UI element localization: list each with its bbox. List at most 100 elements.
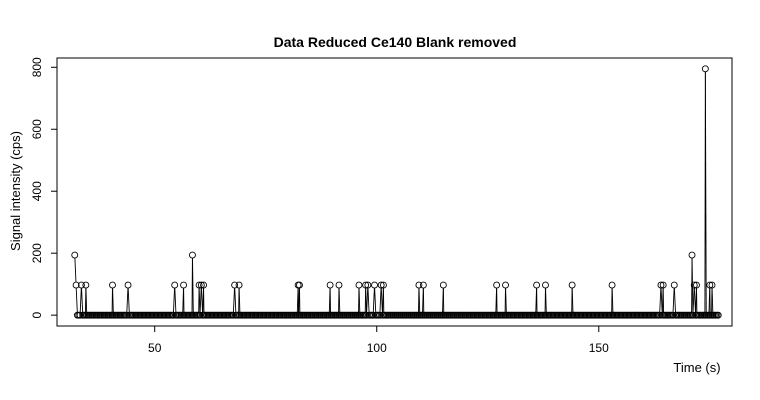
plot-area-frame [56, 57, 733, 327]
series-segment [173, 288, 175, 313]
data-point [196, 311, 204, 319]
series-segment [659, 288, 662, 313]
series-segment [75, 288, 78, 313]
data-point [377, 281, 385, 289]
y-tick-label: 400 [30, 181, 44, 201]
series-segment [126, 288, 129, 313]
data-point [335, 281, 343, 289]
series-points [71, 65, 722, 319]
data-point [493, 281, 501, 289]
data-point [124, 281, 132, 289]
data-point [376, 311, 384, 319]
data-point [659, 281, 667, 289]
data-point [568, 281, 576, 289]
series-segment [232, 288, 235, 313]
series-segment [372, 288, 375, 313]
data-point [195, 281, 203, 289]
data-point [533, 281, 541, 289]
chart-title: Data Reduced Ce140 Blank removed [274, 34, 517, 50]
series-segment [571, 288, 574, 313]
data-point [229, 311, 237, 319]
data-point [235, 281, 243, 289]
series-segment [660, 288, 663, 313]
data-point [714, 311, 722, 319]
x-tick-label: 50 [148, 341, 162, 355]
series-segment [704, 71, 707, 313]
data-point [71, 251, 79, 259]
series-segment [611, 288, 614, 313]
data-point [200, 281, 207, 289]
data-point [371, 281, 378, 289]
series-segment [79, 288, 82, 313]
series-segment [505, 288, 507, 313]
data-point [296, 281, 303, 289]
data-point [657, 281, 665, 289]
series-segment [201, 288, 203, 313]
series-segment [711, 288, 714, 313]
series-lines [74, 71, 714, 313]
data-point [669, 311, 677, 319]
data-point [364, 281, 372, 289]
data-point [171, 281, 179, 289]
data-point [415, 281, 423, 289]
data-point [369, 311, 377, 319]
series-segment [379, 288, 382, 313]
data-point [169, 311, 177, 319]
y-tick-label: 0 [30, 311, 44, 318]
series-segment [374, 288, 377, 313]
series-segment [338, 288, 341, 313]
series-segment [234, 288, 237, 313]
data-point [379, 281, 387, 289]
series-segment [358, 288, 361, 313]
y-tick-label: 600 [30, 119, 44, 139]
data-point [180, 281, 188, 289]
y-axis-label: Signal intensity (cps) [8, 131, 23, 251]
data-point [188, 251, 196, 259]
x-tick-label: 150 [589, 341, 609, 355]
data-point [706, 281, 714, 289]
data-point [708, 281, 716, 289]
series-segment [112, 288, 114, 313]
series-segment [366, 288, 369, 313]
series-segment [192, 258, 194, 313]
series-segment [691, 258, 694, 313]
data-point [656, 311, 664, 319]
data-point [439, 281, 447, 289]
series-segment [692, 288, 695, 313]
data-point [109, 281, 116, 289]
series-segment [693, 288, 696, 313]
data-point [197, 281, 205, 289]
data-point [670, 281, 678, 289]
series-segment [672, 288, 675, 313]
data-point [355, 281, 363, 289]
data-point [362, 281, 370, 289]
series-segment [127, 288, 130, 313]
x-axis-label: Time (s) [673, 360, 720, 375]
x-axis: 50 100 150 [148, 326, 609, 355]
data-point [76, 311, 84, 319]
y-tick-label: 800 [30, 57, 44, 77]
data-point [688, 251, 696, 259]
series-segment [673, 288, 676, 313]
data-point [326, 281, 334, 289]
data-point [72, 281, 80, 289]
y-tick-label: 200 [30, 243, 44, 263]
series-segment [81, 288, 84, 313]
series-segment [380, 288, 383, 313]
data-point [608, 281, 616, 289]
data-point [363, 311, 370, 319]
data-point [77, 281, 85, 289]
series-segment [365, 288, 367, 313]
data-point [123, 311, 131, 319]
data-point [701, 65, 709, 73]
data-point [690, 281, 698, 289]
series-segment [174, 288, 177, 313]
data-point [693, 281, 700, 289]
data-point [419, 281, 427, 289]
series-segment [418, 288, 421, 313]
y-axis: 0 200 400 600 800 [30, 57, 57, 318]
x-tick-label: 100 [367, 341, 387, 355]
data-point [542, 281, 549, 289]
